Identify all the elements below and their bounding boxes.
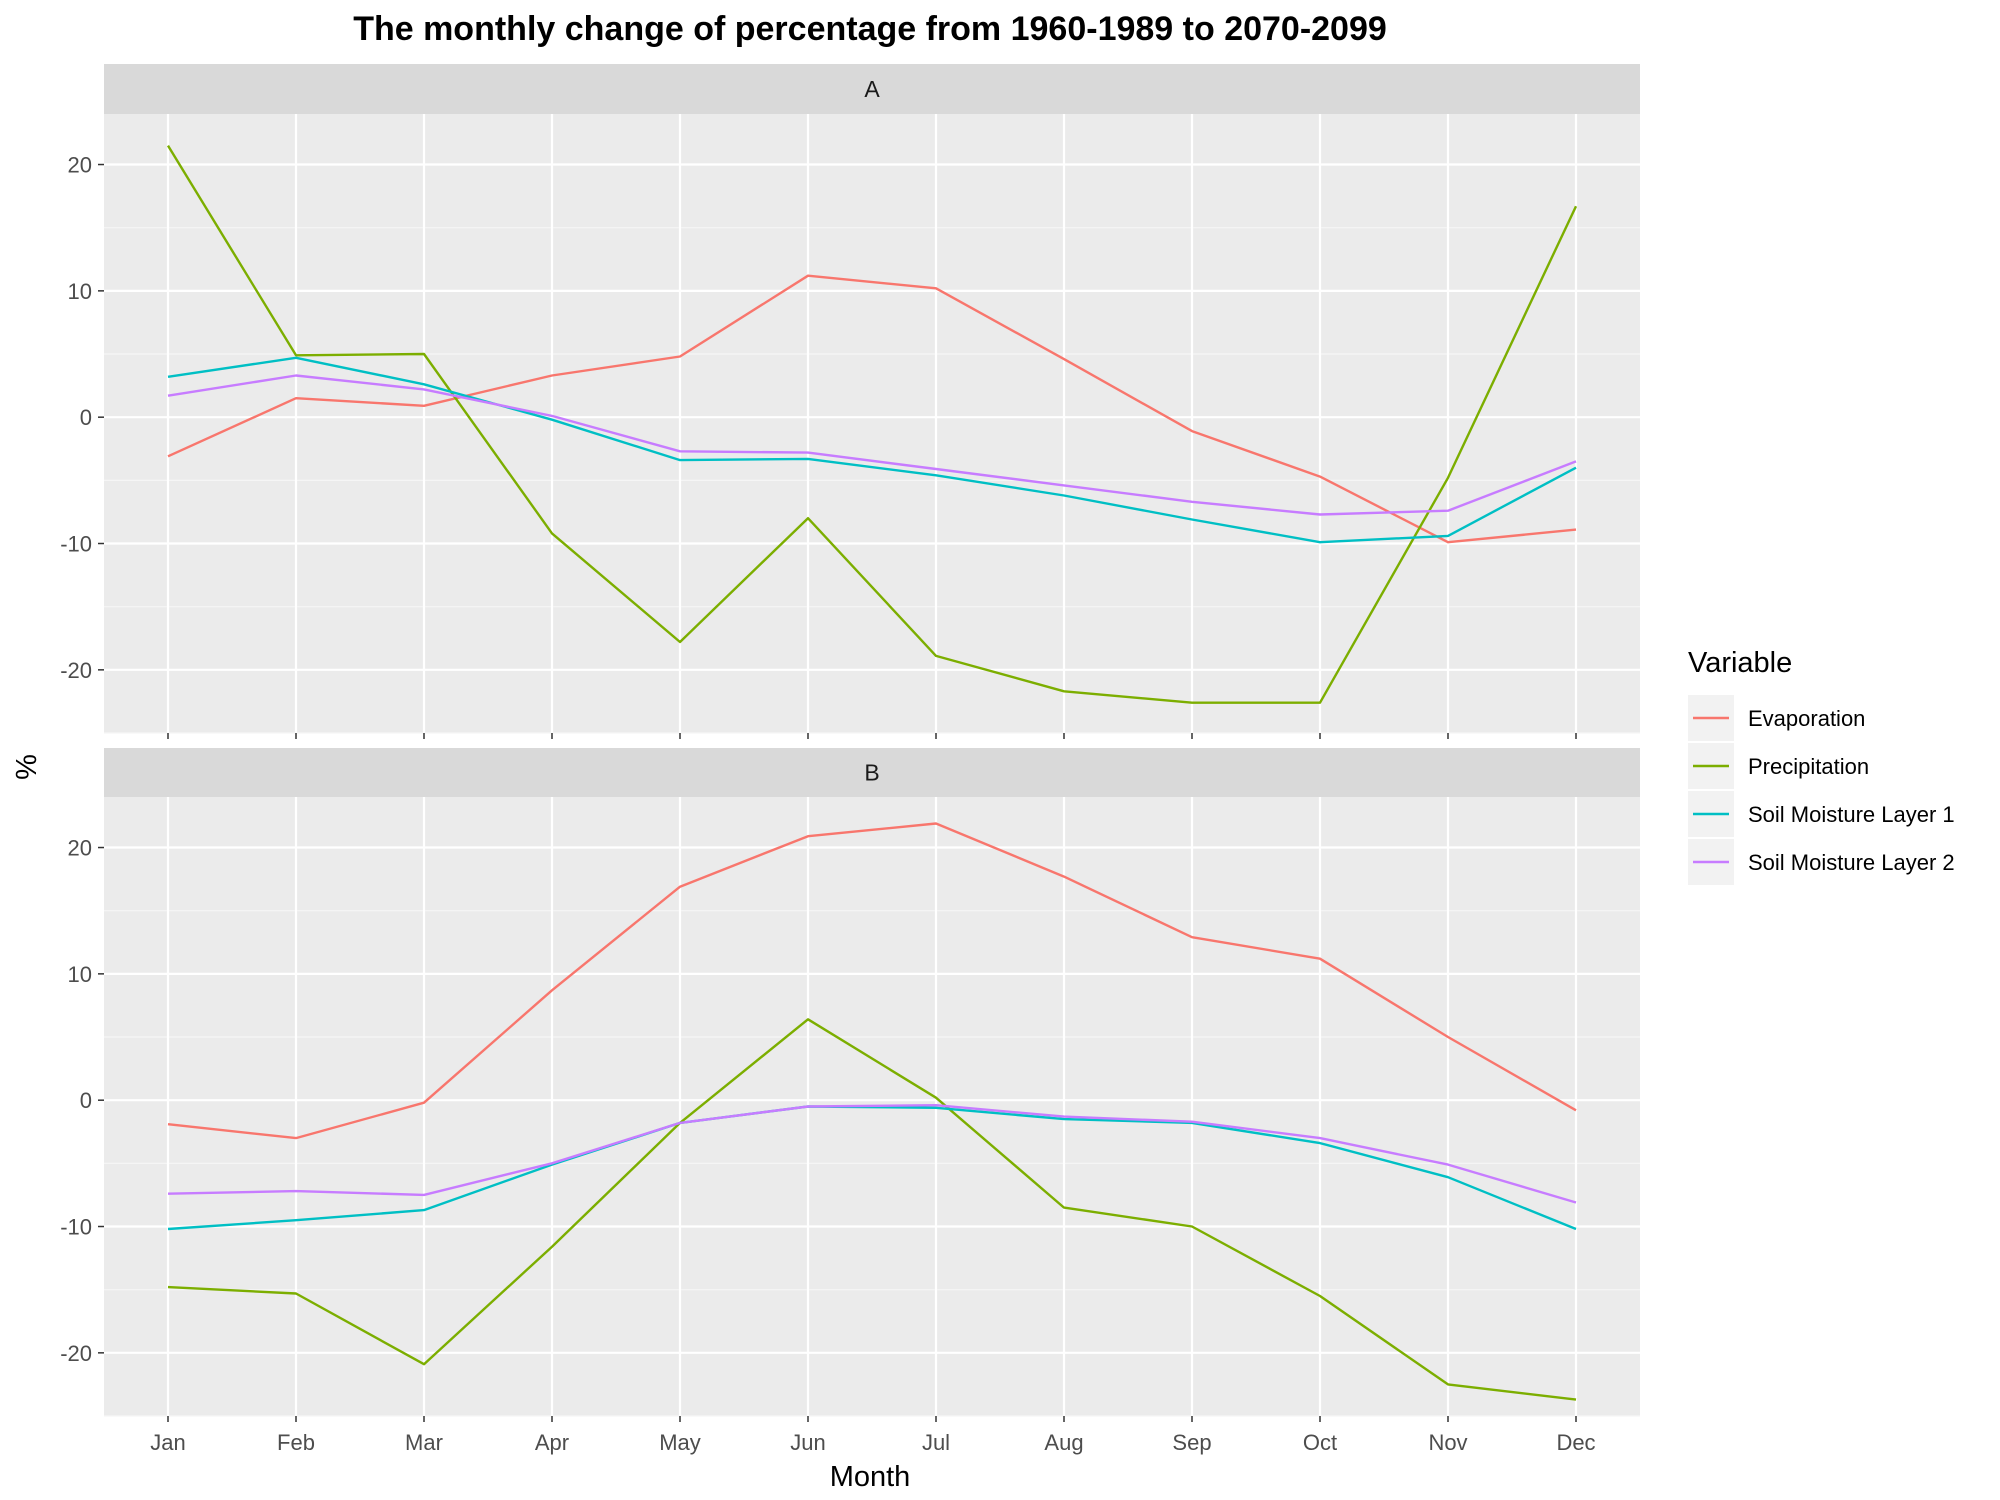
x-axis-title: Month (830, 1461, 911, 1493)
series-line-soil-moisture-layer-1 (167, 1105, 1577, 1231)
x-tick-label: Mar (405, 1430, 443, 1455)
series-line-evaporation (167, 274, 1577, 544)
y-tick-label: 0 (80, 405, 92, 430)
x-tick-label: Nov (1428, 1430, 1467, 1455)
panel-a: A -20 -10 0 10 20 (60, 64, 1640, 739)
x-tick-label: Sep (1172, 1430, 1211, 1455)
legend-label: Soil Moisture Layer 1 (1748, 802, 1955, 827)
x-tick-label: Dec (1556, 1430, 1595, 1455)
facet-strip (104, 64, 1640, 114)
y-tick-label: 20 (68, 836, 92, 861)
x-tick-label: Feb (277, 1430, 315, 1455)
y-tick-label: -10 (60, 1215, 92, 1240)
y-axis-title: % (11, 754, 43, 780)
series-line-soil-moisture-layer-2 (167, 374, 1577, 516)
chart-title: The monthly change of percentage from 19… (353, 10, 1387, 48)
legend-label: Soil Moisture Layer 2 (1748, 850, 1955, 875)
x-tick-label: Jul (922, 1430, 950, 1455)
legend-title: Variable (1688, 647, 1792, 679)
y-tick-label: -10 (60, 532, 92, 557)
y-tick-label: -20 (60, 1341, 92, 1366)
x-tick-label: Aug (1044, 1430, 1083, 1455)
facet-strip-label: A (864, 76, 880, 102)
legend-label: Evaporation (1748, 706, 1865, 731)
facet-strip (104, 748, 1640, 797)
y-tick-label: 20 (68, 153, 92, 178)
x-tick-label: Jun (790, 1430, 825, 1455)
panel-background (104, 114, 1640, 733)
y-tick-label: 10 (68, 279, 92, 304)
x-tick-label: May (659, 1430, 701, 1455)
y-tick-label: 0 (80, 1088, 92, 1113)
legend-label: Precipitation (1748, 754, 1869, 779)
series-line-precipitation (167, 1018, 1577, 1401)
x-tick-label: Jan (150, 1430, 185, 1455)
chart-panels: A -20 -10 0 10 20 B -20 -10 0 10 20 Jan Feb Mar Apr May J… (60, 64, 1640, 1455)
x-tick-label: Apr (535, 1430, 569, 1455)
x-tick-label: Oct (1303, 1430, 1337, 1455)
y-tick-label: 10 (68, 962, 92, 987)
series-line-precipitation (166, 144, 1578, 704)
series-line-evaporation (167, 822, 1577, 1140)
facet-strip-label: B (864, 760, 879, 786)
series-line-soil-moisture-layer-2 (167, 1103, 1577, 1204)
y-tick-label: -20 (60, 658, 92, 683)
legend: Variable Evaporation Precipitation Soil Mo… (1688, 647, 1955, 885)
series-line-soil-moisture-layer-1 (167, 356, 1577, 544)
panel-b: B -20 -10 0 10 20 (60, 748, 1640, 1422)
